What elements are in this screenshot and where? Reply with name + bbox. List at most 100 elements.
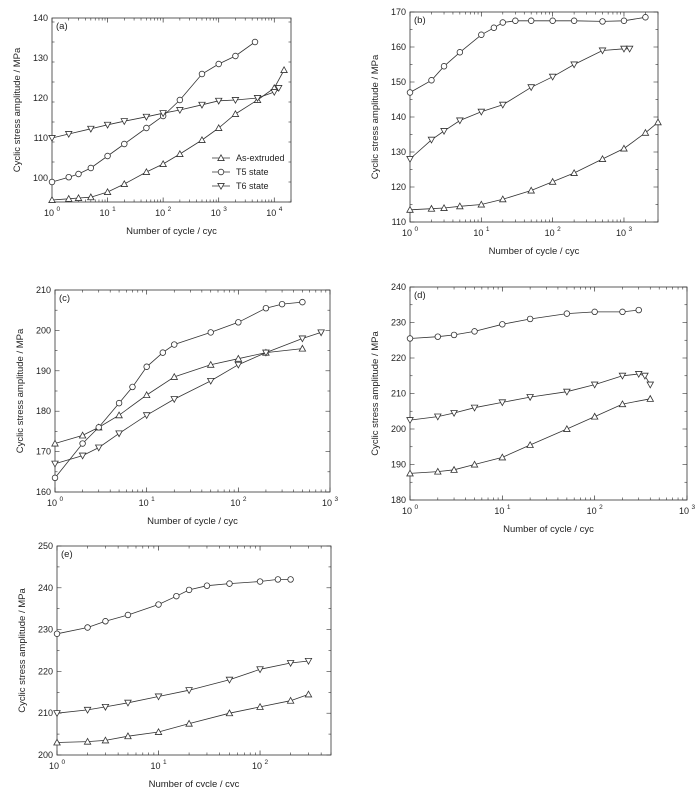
data-point [470,460,479,468]
data-point [433,467,442,475]
data-point [104,152,111,160]
x-tick-label: 10 [545,228,555,238]
legend-marker [217,183,225,191]
data-point [120,118,129,126]
data-point [620,144,628,152]
data-point [86,193,95,201]
data-point [298,344,307,352]
data-point [619,308,626,316]
data-point [170,372,179,380]
data-point [298,335,307,343]
data-point [235,319,242,326]
data-point [171,341,178,348]
y-tick-label: 160 [391,42,406,52]
y-tick-label: 200 [38,750,53,760]
data-point [455,202,464,210]
data-point [124,732,132,740]
series-line [56,579,291,635]
x-tick-label: 10 [100,208,110,218]
y-tick-label: 140 [33,13,48,23]
y-axis-label: Cyclic stress amplitude / MPa [15,328,26,453]
data-point [159,110,168,118]
series-t5-state [406,306,642,342]
data-point [591,308,598,316]
series-t6-state [406,45,634,164]
data-point [450,410,458,418]
data-point [143,124,150,132]
data-point [590,412,599,420]
y-tick-label: 220 [38,666,53,676]
data-point [634,371,643,378]
data-point [470,404,479,412]
data-point [642,14,649,21]
data-point [103,187,112,195]
y-tick-label: 140 [391,112,406,122]
data-point [185,687,193,695]
data-point [143,363,150,370]
panel-label: (e) [61,549,73,560]
x-axis-label: Number of cycle / cyc [147,516,238,527]
data-point [406,205,414,213]
series-t5-state [53,576,294,637]
series-line [51,41,256,183]
data-point [79,440,86,447]
data-point [406,417,414,425]
x-tick-label: 10 [494,506,504,516]
data-point [256,578,264,585]
x-tick-exponent: 1 [486,226,490,233]
y-tick-label: 100 [33,173,48,183]
data-point [84,624,91,631]
data-point [440,63,448,70]
series-line [409,48,630,160]
x-tick-exponent: 2 [243,496,247,503]
data-point [207,329,214,336]
y-tick-label: 150 [391,77,406,87]
y-tick-label: 120 [33,93,48,103]
series-line [409,16,646,93]
data-point [262,349,270,357]
y-tick-label: 190 [391,460,406,470]
data-point [440,203,448,211]
series-line [54,332,322,465]
data-point [280,65,288,73]
data-point [175,149,184,157]
data-point [526,315,534,323]
data-point [274,576,282,583]
data-point [563,310,571,317]
data-point [490,24,498,31]
data-point [428,77,435,84]
chart-panel-2: 10 0 10 1 10 2 10 3110120130140150160170Number … [370,7,662,257]
data-point [124,611,132,619]
data-point [120,179,129,187]
data-point [641,128,650,136]
data-point [590,381,599,389]
x-tick-label: 10 [402,506,412,516]
x-tick-exponent: 0 [415,226,419,233]
x-tick-exponent: 1 [163,759,167,766]
data-point [406,335,414,342]
data-point [154,727,163,735]
data-point [427,136,436,144]
x-tick-exponent: 2 [599,504,603,511]
data-point [570,61,578,69]
series-t5-state [48,38,259,186]
y-tick-label: 130 [33,53,48,63]
data-point [620,45,628,53]
y-tick-label: 180 [36,406,51,416]
data-point [427,204,436,212]
data-point [450,331,458,339]
data-point [173,592,180,600]
series-line [56,660,309,714]
x-tick-exponent: 0 [60,496,64,503]
data-point [225,709,234,717]
series-line [409,398,651,474]
data-point [83,706,92,714]
data-point [48,195,56,203]
data-point [78,452,87,460]
x-tick-label: 10 [402,228,412,238]
panel-label: (b) [414,15,426,26]
x-tick-label: 10 [679,506,689,516]
data-point [115,430,123,438]
data-point [620,17,628,24]
